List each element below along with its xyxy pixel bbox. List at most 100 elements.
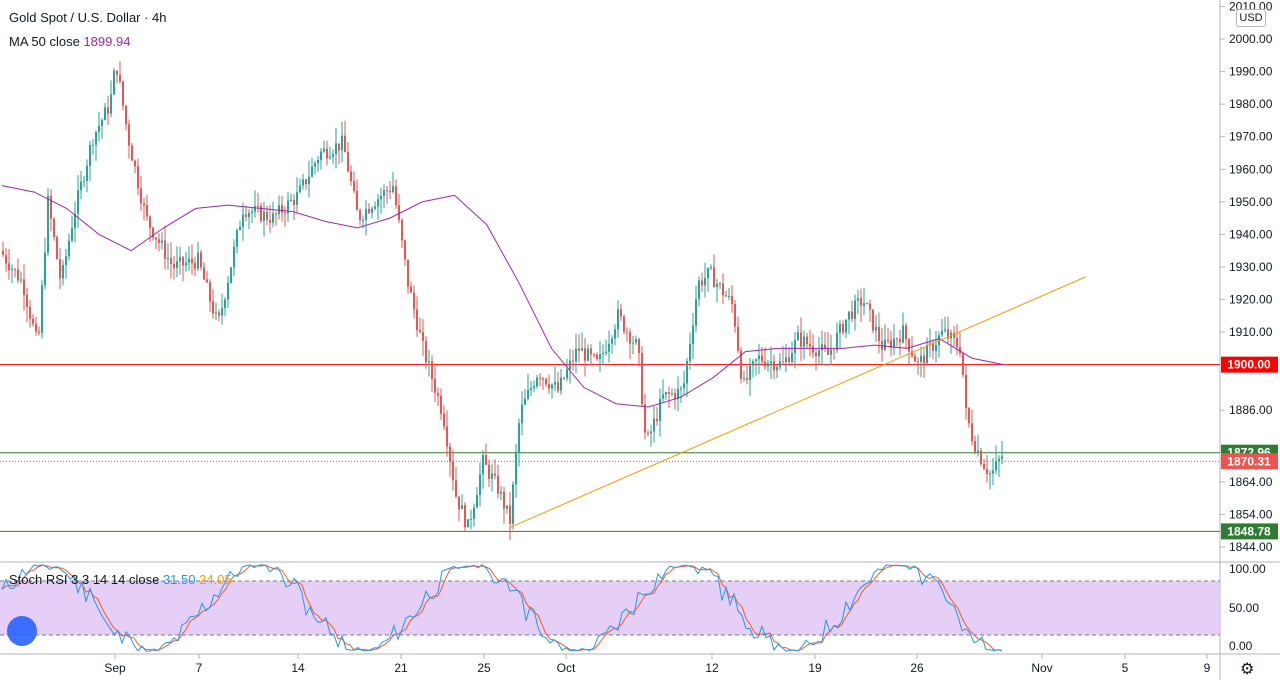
candle-body <box>143 203 145 206</box>
candle-body <box>326 148 328 159</box>
candle-body <box>683 383 685 389</box>
candle-body <box>11 269 13 271</box>
candle-body <box>272 213 274 223</box>
candle-body <box>86 165 88 182</box>
candle-body <box>68 240 70 257</box>
candle-body <box>92 144 94 146</box>
candle-body <box>650 431 652 434</box>
candle-body <box>398 205 400 221</box>
candle-body <box>305 179 307 185</box>
time-axis-label: Sep <box>104 661 126 675</box>
candle-body <box>818 350 820 357</box>
candle-body <box>401 220 403 241</box>
candle-body <box>461 505 463 509</box>
candle-body <box>386 190 388 192</box>
candle-body <box>356 190 358 211</box>
candle-body <box>896 338 898 340</box>
price-tag-label: 1848.78 <box>1227 524 1271 538</box>
candle-body <box>2 250 4 256</box>
candle-body <box>518 423 520 454</box>
candle-body <box>695 299 697 326</box>
candle-body <box>596 354 598 359</box>
candle-body <box>599 354 601 359</box>
price-tag-label: 1870.31 <box>1227 454 1271 468</box>
candle-body <box>494 473 496 476</box>
stoch-d-value: 24.05 <box>199 572 232 587</box>
candle-body <box>503 491 505 509</box>
candle-body <box>617 309 619 330</box>
candle-body <box>257 205 259 207</box>
price-tag-label: 1900.00 <box>1227 358 1271 372</box>
candle-body <box>797 332 799 340</box>
candle-body <box>470 518 472 520</box>
candle-body <box>377 199 379 207</box>
candle-body <box>230 267 232 283</box>
candle-body <box>260 205 262 221</box>
price-axis-tick-label: 1920.00 <box>1229 293 1273 307</box>
candle-body <box>623 316 625 332</box>
price-axis-tick-label: 1970.00 <box>1229 130 1273 144</box>
candle-body <box>317 159 319 164</box>
candle-body <box>590 348 592 355</box>
candle-body <box>533 386 535 389</box>
candle-body <box>878 326 880 342</box>
candle-body <box>725 295 727 297</box>
candle-body <box>530 388 532 390</box>
candle-body <box>71 227 73 241</box>
candle-body <box>236 229 238 247</box>
candle-body <box>578 348 580 351</box>
gear-icon[interactable]: ⚙ <box>1240 661 1255 678</box>
candle-body <box>374 206 376 209</box>
candle-body <box>662 394 664 399</box>
candle-body <box>689 343 691 361</box>
candle-body <box>626 331 628 333</box>
candle-body <box>38 331 40 333</box>
candle-body <box>680 388 682 390</box>
candle-body <box>131 145 133 161</box>
candle-body <box>659 398 661 421</box>
price-tag-bg <box>1221 523 1278 540</box>
candle-body <box>44 252 46 286</box>
candle-body <box>497 475 499 494</box>
candle-body <box>116 70 118 75</box>
candle-body <box>365 208 367 220</box>
candle-body <box>50 195 52 219</box>
candle-body <box>134 160 136 167</box>
candle-body <box>845 319 847 333</box>
candle-body <box>251 211 253 213</box>
candle-body <box>101 120 103 126</box>
candle-body <box>179 257 181 262</box>
candle-body <box>866 303 868 305</box>
price-axis-tick-label: 1864.00 <box>1229 475 1273 489</box>
candle-body <box>905 325 907 340</box>
candle-body <box>983 464 985 470</box>
stoch-d-line <box>1 564 1003 652</box>
candle-body <box>785 357 787 363</box>
candle-body <box>149 216 151 228</box>
candle-body <box>557 382 559 391</box>
candle-body <box>860 298 862 306</box>
candle-body <box>422 332 424 341</box>
candle-body <box>245 214 247 218</box>
candle-body <box>47 195 49 253</box>
currency-badge[interactable]: USD <box>1236 9 1266 27</box>
candle-body <box>323 148 325 152</box>
candle-body <box>698 280 700 300</box>
candle-body <box>194 262 196 269</box>
candle-body <box>437 392 439 396</box>
stoch-k-line <box>1 564 1003 652</box>
candle-body <box>671 393 673 395</box>
candle-body <box>986 469 988 474</box>
candle-body <box>419 330 421 333</box>
candle-body <box>269 219 271 223</box>
candle-body <box>344 135 346 153</box>
candle-body <box>293 199 295 205</box>
candle-body <box>992 470 994 474</box>
candle-body <box>440 395 442 414</box>
candle-body <box>704 278 706 286</box>
candle-body <box>635 339 637 343</box>
candle-body <box>701 280 703 286</box>
stoch-axis-tick-label: 100.00 <box>1229 562 1266 576</box>
candle-body <box>35 323 37 332</box>
